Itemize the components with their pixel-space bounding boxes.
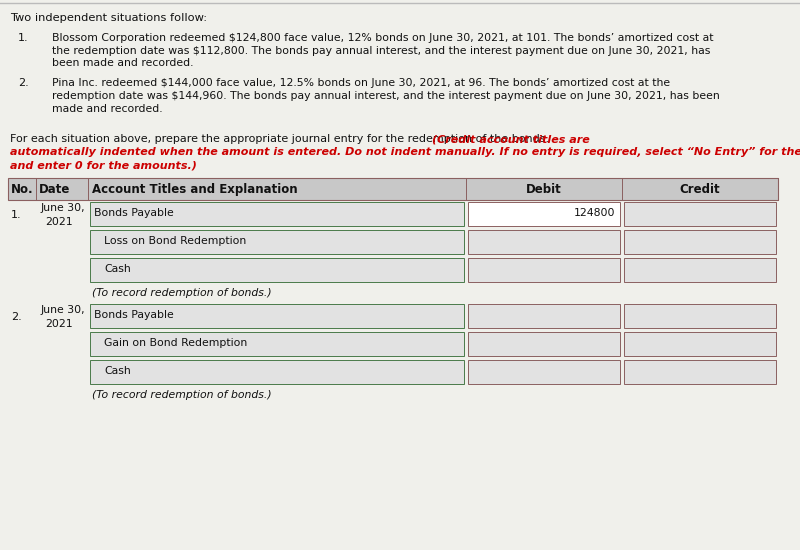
Bar [624, 258, 776, 282]
Text: Bonds Payable: Bonds Payable [94, 310, 174, 320]
Text: Account Titles and Explanation: Account Titles and Explanation [92, 183, 298, 196]
Text: For each situation above, prepare the appropriate journal entry for the redempti: For each situation above, prepare the ap… [10, 134, 553, 144]
Text: (Credit account titles are: (Credit account titles are [432, 134, 590, 144]
Text: Debit: Debit [526, 183, 562, 196]
Bar [90, 230, 464, 254]
Bar [90, 202, 464, 226]
Text: (To record redemption of bonds.): (To record redemption of bonds.) [92, 288, 272, 298]
Text: 124800: 124800 [574, 208, 615, 218]
Text: (To record redemption of bonds.): (To record redemption of bonds.) [92, 390, 272, 400]
Text: and enter 0 for the amounts.): and enter 0 for the amounts.) [10, 160, 197, 170]
Text: 2021: 2021 [45, 217, 73, 227]
Bar [624, 304, 776, 328]
Bar [90, 304, 464, 328]
Bar [468, 258, 620, 282]
Bar [8, 178, 778, 200]
Text: the redemption date was $112,800. The bonds pay annual interest, and the interes: the redemption date was $112,800. The bo… [52, 46, 710, 56]
Bar [90, 332, 464, 356]
Text: June 30,: June 30, [41, 305, 86, 315]
Text: Two independent situations follow:: Two independent situations follow: [10, 13, 207, 23]
Bar [90, 360, 464, 384]
Bar [468, 332, 620, 356]
Text: Blossom Corporation redeemed $124,800 face value, 12% bonds on June 30, 2021, at: Blossom Corporation redeemed $124,800 fa… [52, 33, 714, 43]
Text: No.: No. [11, 183, 34, 196]
Text: Date: Date [39, 183, 70, 196]
Bar [90, 258, 464, 282]
Bar [468, 304, 620, 328]
Text: 1.: 1. [11, 210, 22, 220]
Text: Cash: Cash [104, 366, 130, 376]
Text: automatically indented when the amount is entered. Do not indent manually. If no: automatically indented when the amount i… [10, 147, 800, 157]
Text: 2021: 2021 [45, 319, 73, 329]
Bar [624, 360, 776, 384]
Text: Loss on Bond Redemption: Loss on Bond Redemption [104, 236, 246, 246]
Bar [624, 202, 776, 226]
Bar [468, 360, 620, 384]
Bar [468, 202, 620, 226]
Text: Credit: Credit [680, 183, 720, 196]
Bar [624, 332, 776, 356]
Text: 1.: 1. [18, 33, 29, 43]
Text: made and recorded.: made and recorded. [52, 103, 162, 113]
Text: Gain on Bond Redemption: Gain on Bond Redemption [104, 338, 247, 348]
Text: 2.: 2. [18, 79, 29, 89]
Bar [468, 230, 620, 254]
Text: Pina Inc. redeemed $144,000 face value, 12.5% bonds on June 30, 2021, at 96. The: Pina Inc. redeemed $144,000 face value, … [52, 79, 670, 89]
Text: Bonds Payable: Bonds Payable [94, 208, 174, 218]
Text: 2.: 2. [11, 312, 22, 322]
Text: June 30,: June 30, [41, 203, 86, 213]
Bar [624, 230, 776, 254]
Text: been made and recorded.: been made and recorded. [52, 58, 194, 68]
Text: redemption date was $144,960. The bonds pay annual interest, and the interest pa: redemption date was $144,960. The bonds … [52, 91, 720, 101]
Text: Cash: Cash [104, 264, 130, 274]
